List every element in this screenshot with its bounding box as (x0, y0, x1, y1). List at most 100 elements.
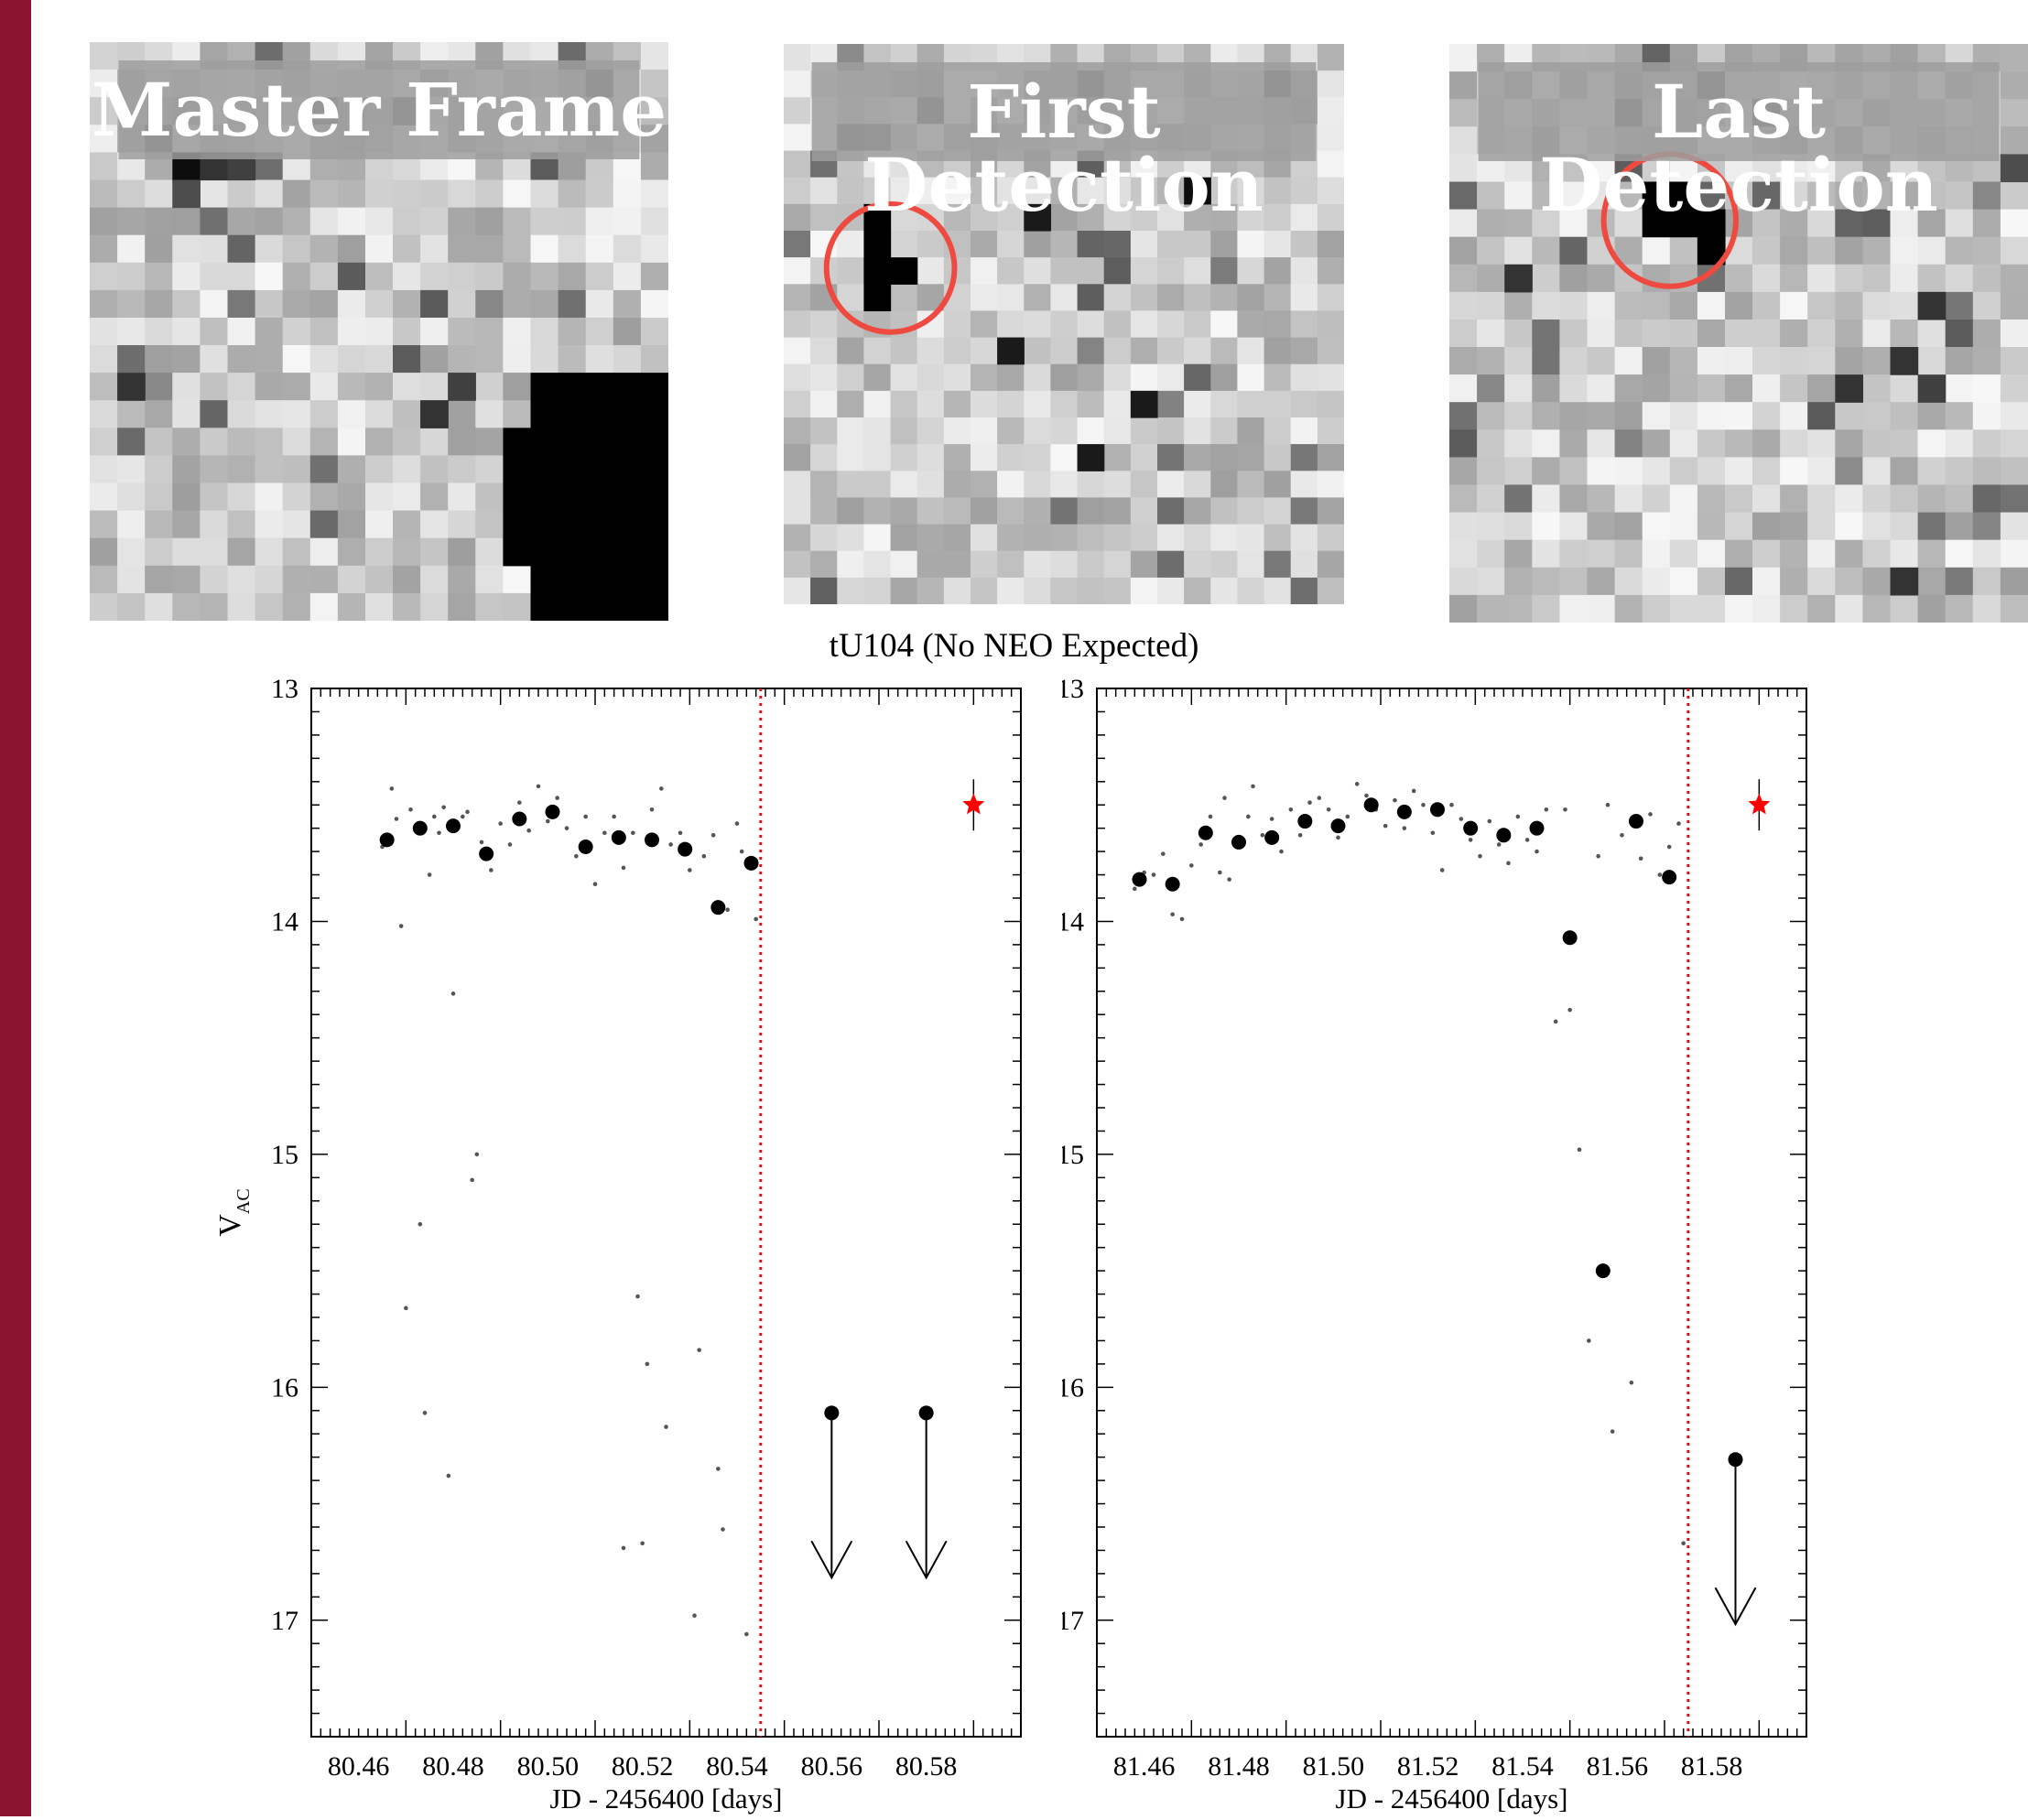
master-frame-label: Master Frame (91, 67, 667, 153)
raw-data-point (389, 786, 395, 791)
binned-data-point (578, 840, 593, 855)
y-tick-label: 15 (1062, 1140, 1084, 1170)
raw-data-point (688, 868, 692, 872)
raw-data-point (1218, 870, 1222, 875)
upper-limit-arrowhead (905, 1540, 948, 1580)
x-tick-label: 81.52 (1397, 1751, 1459, 1782)
raw-data-point (1587, 1338, 1591, 1343)
raw-data-point (716, 1467, 721, 1471)
raw-data-point (697, 1348, 701, 1352)
raw-data-point (489, 868, 493, 872)
x-tick-label: 81.56 (1587, 1751, 1649, 1782)
raw-data-point (1506, 861, 1511, 866)
raw-data-point (1364, 793, 1369, 798)
source-pixel (1669, 181, 1698, 211)
raw-data-point (621, 865, 626, 871)
binned-data-point (678, 841, 693, 857)
raw-data-point (517, 800, 522, 805)
binned-data-point (743, 855, 759, 871)
raw-data-point (1563, 807, 1567, 812)
raw-data-point (1170, 912, 1175, 917)
raw-data-point (498, 821, 503, 826)
source-pixel (863, 257, 892, 285)
raw-data-point (612, 814, 616, 819)
raw-data-point (474, 1152, 480, 1157)
raw-data-point (1393, 797, 1397, 803)
raw-data-point (659, 786, 664, 791)
raw-data-point (640, 1541, 645, 1546)
raw-data-point (1449, 802, 1454, 807)
source-pixel (1669, 209, 1698, 238)
raw-data-point (1629, 1380, 1634, 1385)
x-tick-label: 80.54 (706, 1751, 768, 1782)
raw-data-point (668, 842, 673, 847)
raw-data-point (1553, 1019, 1558, 1024)
raw-data-point (678, 830, 683, 836)
raw-data-point (1354, 782, 1360, 786)
reference-star-marker (962, 793, 985, 815)
raw-data-point (1535, 849, 1539, 854)
raw-data-point (1222, 796, 1227, 800)
raw-data-point (574, 853, 579, 859)
binned-data-point (512, 811, 527, 827)
raw-data-point (1666, 844, 1672, 850)
raw-data-point (602, 830, 607, 836)
raw-data-point (1459, 817, 1464, 821)
light-curve-right-svg: 81.46 81.48 81.50 81.52 81.54 81.56 81.58 13 14 1… (999, 674, 1807, 1815)
raw-data-point (564, 826, 569, 830)
x-tick-label: 80.58 (895, 1751, 958, 1782)
x-tick-label: 80.46 (328, 1751, 390, 1782)
raw-data-point (1430, 830, 1436, 836)
raw-data-point (710, 833, 716, 838)
y-tick-label: 17 (271, 1606, 298, 1636)
x-tick-label: 81.46 (1113, 1751, 1176, 1782)
raw-data-point (1317, 796, 1322, 800)
binned-data-point (1562, 930, 1578, 946)
last-detection-label: Last Detection (1539, 69, 1938, 228)
raw-data-point (1151, 872, 1156, 877)
raw-data-point (470, 1177, 474, 1183)
x-tick-label: 81.54 (1491, 1751, 1554, 1782)
first-detection-thumbnail: First Detection (784, 44, 1344, 604)
light-curve-chart-left: 80.46 80.48 80.50 80.52 80.54 80.56 80.58 13 14 1… (211, 674, 1053, 1820)
raw-data-point (1227, 877, 1231, 882)
y-tick-label: 15 (271, 1140, 298, 1170)
raw-data-point (1439, 868, 1445, 872)
binned-data-point (1264, 829, 1280, 845)
raw-data-point (526, 828, 531, 833)
binned-data-point (1430, 802, 1445, 818)
binned-data-point (1231, 834, 1246, 850)
binned-data-point (479, 846, 494, 861)
raw-data-point (1260, 833, 1265, 838)
x-tick-label: 81.58 (1681, 1751, 1743, 1782)
raw-data-point (1515, 814, 1521, 819)
x-tick-label: 80.56 (801, 1751, 863, 1782)
y-tick-label: 16 (1062, 1372, 1084, 1403)
raw-data-point (1336, 835, 1340, 840)
raw-data-point (1496, 842, 1502, 847)
raw-data-point (1544, 807, 1549, 812)
binned-data-point (1595, 1263, 1610, 1279)
raw-data-point (754, 916, 758, 922)
binned-data-point (1629, 814, 1643, 829)
raw-data-point (479, 840, 484, 845)
raw-data-point (1648, 812, 1653, 817)
raw-data-point (1383, 823, 1388, 829)
raw-data-point (1189, 863, 1194, 868)
raw-data-point (721, 1527, 725, 1532)
raw-data-point (645, 1361, 650, 1367)
y-tick-label: 16 (271, 1372, 298, 1403)
source-pixel (863, 284, 892, 312)
raw-data-point (408, 807, 413, 812)
raw-data-point (461, 814, 465, 819)
raw-data-point (437, 830, 441, 836)
binned-data-point (1297, 814, 1313, 829)
raw-data-point (1596, 853, 1600, 859)
raw-data-point (427, 872, 432, 877)
raw-data-point (546, 818, 550, 824)
raw-data-point (465, 809, 470, 815)
binned-data-point (1463, 820, 1479, 836)
raw-data-point (1246, 814, 1251, 819)
raw-data-point (1279, 849, 1284, 854)
raw-data-point (536, 784, 541, 789)
